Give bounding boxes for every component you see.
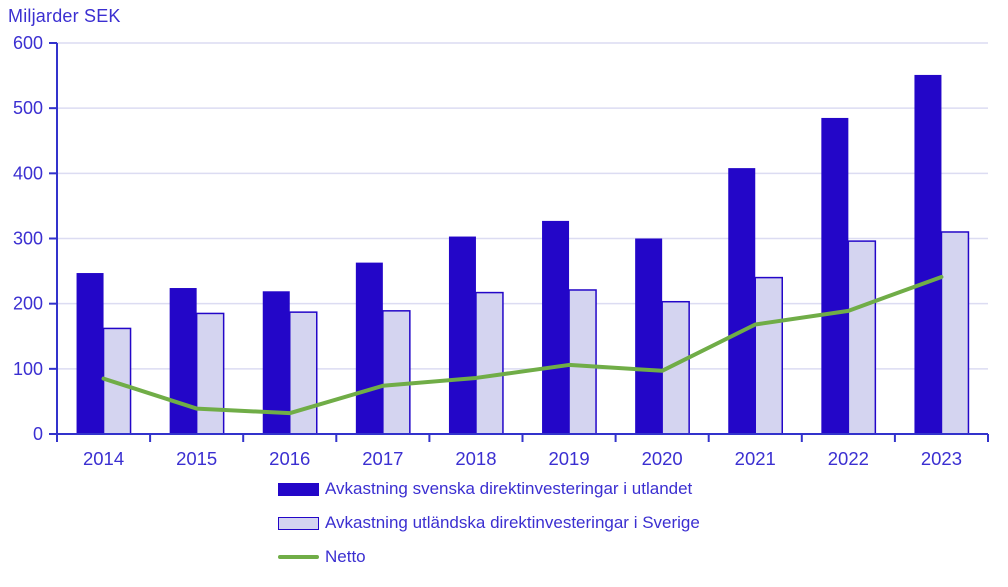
netto-line — [101, 274, 944, 416]
bar-utlandska — [382, 310, 411, 435]
x-axis-label: 2023 — [921, 448, 962, 469]
x-axis-label: 2018 — [455, 448, 496, 469]
bar-svenska — [448, 236, 476, 434]
bar-svenska — [914, 74, 942, 434]
legend-swatch-line-icon — [278, 555, 319, 559]
legend-swatch-outlined-bar-icon — [278, 516, 319, 530]
bar-svenska — [169, 288, 197, 434]
y-axis-tick-label: 600 — [13, 33, 43, 53]
y-axis-tick-label: 500 — [13, 98, 43, 118]
bar-svenska — [542, 220, 570, 434]
chart-legend: Avkastning svenska direktinvesteringar i… — [278, 479, 700, 567]
bar-utlandska — [289, 311, 318, 435]
x-axis-label: 2020 — [642, 448, 683, 469]
bar-utlandska — [940, 231, 970, 435]
bar-svenska — [635, 238, 663, 434]
bar-svenska — [728, 168, 756, 434]
x-axis-label: 2014 — [83, 448, 124, 469]
legend-label-utlandska: Avkastning utländska direktinvesteringar… — [325, 513, 700, 532]
x-axis-label: 2022 — [828, 448, 869, 469]
x-axis-label: 2016 — [269, 448, 310, 469]
legend-label-netto: Netto — [325, 547, 366, 566]
bar-svenska — [821, 117, 849, 435]
legend-item-netto: Netto — [278, 547, 700, 567]
y-axis-tick-label: 300 — [13, 229, 43, 249]
bar-utlandska — [847, 240, 877, 435]
legend-swatch-solid-bar-icon — [278, 482, 319, 496]
legend-item-utlandska: Avkastning utländska direktinvesteringar… — [278, 513, 700, 533]
bar-utlandska — [195, 312, 225, 435]
legend-item-svenska: Avkastning svenska direktinvesteringar i… — [278, 479, 700, 499]
x-axis-label: 2021 — [735, 448, 776, 469]
x-axis-label: 2019 — [548, 448, 589, 469]
x-axis-label: 2017 — [362, 448, 403, 469]
legend-label-svenska: Avkastning svenska direktinvesteringar i… — [325, 479, 693, 498]
bar-svenska — [355, 262, 383, 434]
chart-unit-label: Miljarder SEK — [8, 6, 121, 26]
bar-svenska — [76, 273, 104, 434]
bar-utlandska — [475, 291, 504, 435]
y-axis-tick-label: 0 — [33, 424, 43, 444]
bar-utlandska — [754, 276, 783, 435]
y-axis-tick-label: 400 — [13, 163, 43, 183]
y-axis-tick-label: 100 — [13, 359, 43, 379]
y-axis-tick-label: 200 — [13, 294, 43, 314]
x-axis-label: 2015 — [176, 448, 217, 469]
chart-svg: 0 100 200 300 400 500 600 2014 2015 2016 2017 2018 2… — [13, 33, 989, 469]
bar-utlandska — [568, 289, 597, 435]
